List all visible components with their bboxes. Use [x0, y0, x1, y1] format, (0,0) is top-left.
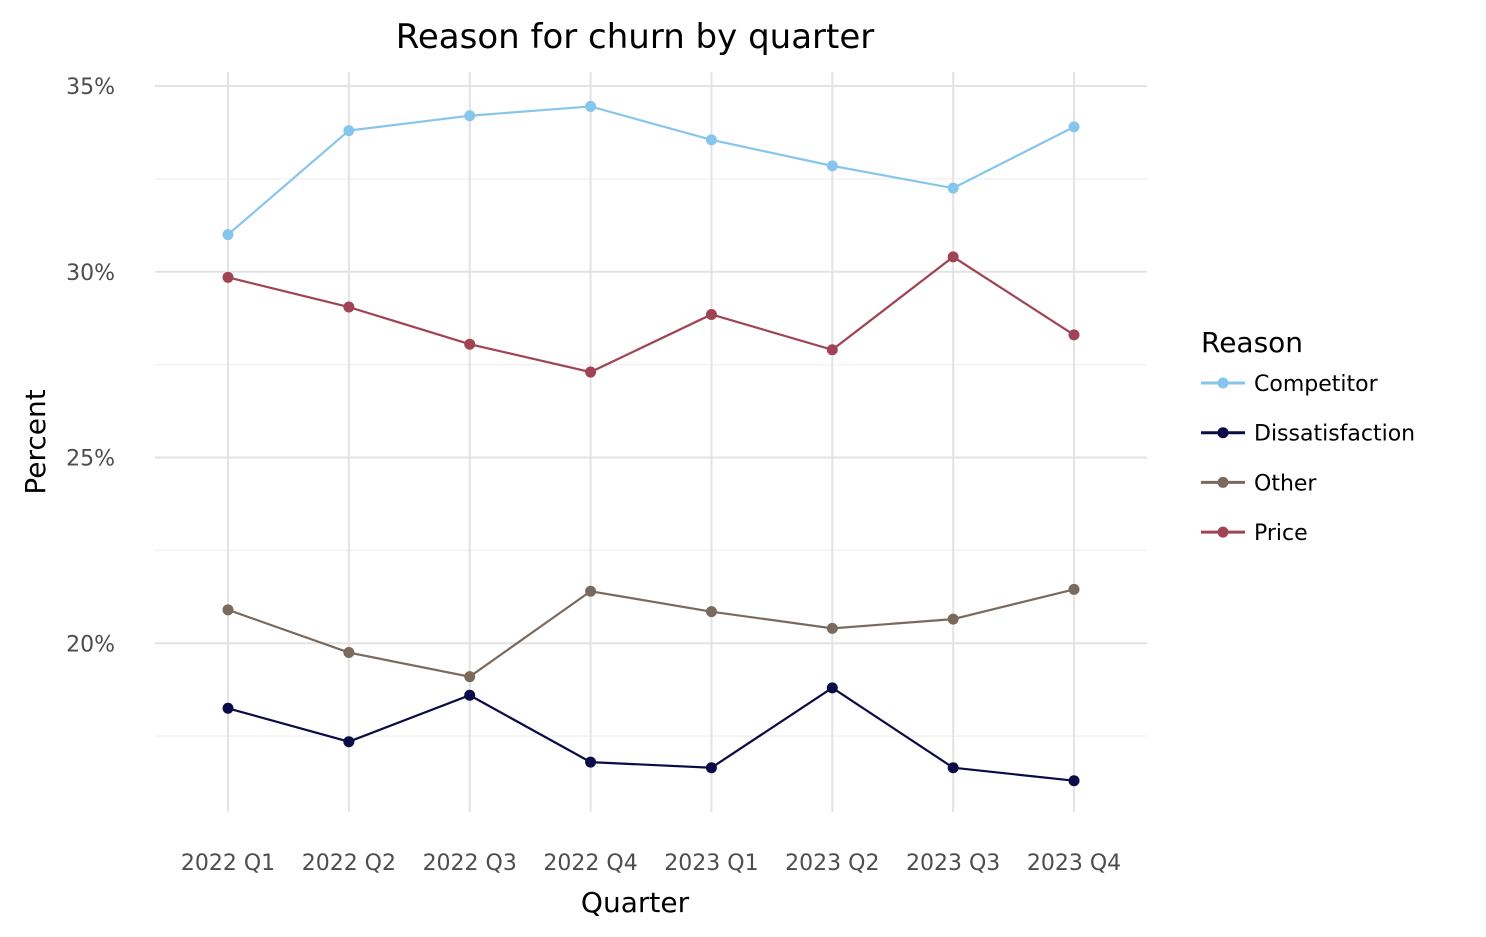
legend: Reason Competitor Dissatisfaction Other Pri… — [1201, 326, 1415, 546]
x-tick-label: 2022 Q3 — [423, 851, 517, 876]
data-point-other — [705, 606, 717, 618]
data-point-price — [1068, 329, 1080, 341]
legend-item-price: Price — [1201, 521, 1308, 546]
series-line-price — [227, 255, 1075, 374]
data-point-other — [1068, 583, 1080, 595]
data-point-competitor — [343, 125, 355, 137]
series-layer — [222, 100, 1080, 787]
data-point-competitor — [585, 100, 597, 112]
data-point-dissatisfaction — [705, 762, 717, 774]
data-point-dissatisfaction — [585, 756, 597, 768]
x-tick-label: 2023 Q1 — [664, 851, 758, 876]
data-point-price — [585, 366, 597, 378]
x-axis-title: Quarter — [581, 886, 690, 919]
data-point-competitor — [947, 182, 959, 194]
y-tick-label: 35% — [66, 75, 115, 100]
data-point-other — [826, 622, 838, 634]
data-point-competitor — [826, 160, 838, 172]
series-dissatisfaction — [222, 682, 1080, 787]
x-tick-label: 2023 Q2 — [785, 851, 879, 876]
legend-item-other: Other — [1201, 471, 1317, 496]
grid — [155, 72, 1147, 812]
data-point-dissatisfaction — [1068, 775, 1080, 787]
legend-label: Price — [1254, 521, 1308, 546]
data-point-price — [343, 301, 355, 313]
legend-swatch-point — [1217, 377, 1229, 389]
x-tick-label: 2023 Q4 — [1027, 851, 1121, 876]
series-competitor — [222, 100, 1080, 241]
legend-item-competitor: Competitor — [1201, 372, 1379, 397]
legend-swatch-point — [1217, 476, 1229, 488]
series-line-other — [227, 588, 1075, 678]
legend-item-dissatisfaction: Dissatisfaction — [1201, 422, 1415, 447]
data-point-price — [947, 251, 959, 263]
y-axis-ticks: 20% 25% 30% 35% — [66, 75, 115, 657]
series-other — [222, 583, 1080, 683]
data-point-dissatisfaction — [947, 762, 959, 774]
data-point-competitor — [1068, 121, 1080, 133]
data-point-dissatisfaction — [343, 736, 355, 748]
y-tick-label: 30% — [66, 261, 115, 286]
data-point-price — [705, 308, 717, 320]
x-tick-label: 2023 Q3 — [906, 851, 1000, 876]
data-point-price — [464, 338, 476, 350]
data-point-competitor — [464, 110, 476, 122]
series-line-competitor — [227, 105, 1075, 236]
legend-title: Reason — [1201, 326, 1303, 359]
data-point-dissatisfaction — [464, 689, 476, 701]
data-point-competitor — [705, 134, 717, 146]
x-tick-label: 2022 Q1 — [181, 851, 275, 876]
legend-swatch-point — [1217, 427, 1229, 439]
legend-swatch-point — [1217, 526, 1229, 538]
data-point-other — [343, 647, 355, 659]
y-axis-title: Percent — [19, 389, 52, 494]
chart-title: Reason for churn by quarter — [396, 17, 875, 57]
data-point-other — [222, 604, 234, 616]
x-axis-ticks: 2022 Q1 2022 Q2 2022 Q3 2022 Q4 2023 Q1 2023 … — [181, 851, 1121, 876]
y-tick-label: 20% — [66, 632, 115, 657]
data-point-other — [947, 613, 959, 625]
x-tick-label: 2022 Q2 — [302, 851, 396, 876]
data-point-dissatisfaction — [826, 682, 838, 694]
legend-items: Competitor Dissatisfaction Other Price — [1201, 372, 1415, 546]
data-point-other — [464, 671, 476, 683]
series-line-dissatisfaction — [227, 686, 1075, 782]
x-tick-label: 2022 Q4 — [543, 851, 637, 876]
legend-label: Dissatisfaction — [1254, 422, 1415, 447]
data-point-other — [585, 585, 597, 597]
data-point-price — [826, 344, 838, 356]
legend-label: Other — [1254, 471, 1317, 496]
data-point-dissatisfaction — [222, 702, 234, 714]
legend-label: Competitor — [1254, 372, 1379, 397]
data-point-competitor — [222, 229, 234, 241]
series-price — [222, 251, 1080, 378]
data-point-price — [222, 271, 234, 283]
y-tick-label: 25% — [66, 447, 115, 472]
